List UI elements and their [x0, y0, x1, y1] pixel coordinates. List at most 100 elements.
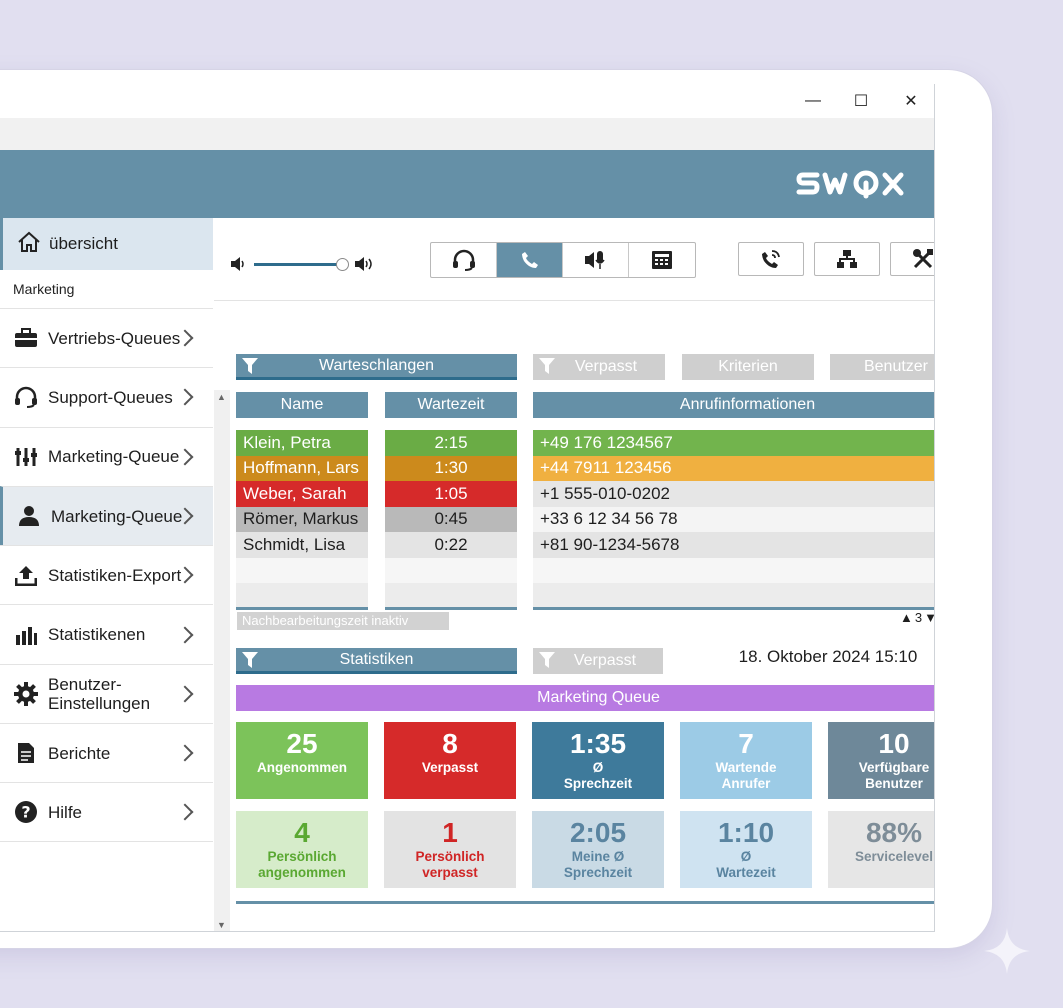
stat-value: 8: [442, 728, 458, 759]
stats-bottom-divider: [236, 901, 934, 904]
user-icon: [17, 504, 41, 528]
sidebar-item-label: Marketing-Queue: [51, 506, 183, 526]
stat-tile: 1 Persönlich verpasst: [384, 811, 516, 888]
headset-button[interactable]: [431, 243, 497, 277]
page-down-icon[interactable]: ▼: [924, 610, 934, 625]
chevron-right-icon: [176, 803, 194, 821]
scroll-down-icon[interactable]: ▼: [217, 920, 226, 930]
mute-button[interactable]: [563, 243, 629, 277]
tab-verpasst[interactable]: Verpasst: [533, 354, 665, 380]
gear-icon: [14, 681, 38, 706]
stat-caption: Meine Ø Sprechzeit: [563, 849, 633, 880]
stat-tile: 25 Angenommen: [236, 722, 368, 799]
stat-tile: 8 Verpasst: [384, 722, 516, 799]
sidebar-item-vertriebs-queues[interactable]: Vertriebs-Queues: [0, 308, 213, 367]
help-icon: ?: [14, 800, 38, 824]
sidebar-item-marketing-queue-2[interactable]: Marketing-Queue: [0, 485, 213, 546]
queues-panel-header[interactable]: Warteschlangen: [236, 354, 517, 380]
pager-count: 3: [914, 610, 923, 625]
call-info-cell[interactable]: +81 90-1234-5678: [533, 532, 934, 558]
call-info-cell[interactable]: +44 7911 123456: [533, 455, 934, 481]
minimize-button[interactable]: —: [805, 92, 821, 109]
filter-icon: [539, 358, 555, 374]
sidebar-item-berichte[interactable]: Berichte: [0, 723, 213, 782]
maximize-button[interactable]: ☐: [853, 93, 869, 110]
stat-value: 4: [294, 817, 310, 848]
sidebar-item-overview[interactable]: übersicht: [0, 218, 213, 270]
bar-chart-icon: [14, 623, 38, 647]
tab-kriterien[interactable]: Kriterien: [682, 354, 814, 380]
tab-label: Verpasst: [574, 358, 638, 375]
stat-tile: 2:05 Meine Ø Sprechzeit: [532, 811, 664, 888]
wait-time-cell[interactable]: 0:22: [385, 532, 517, 558]
column-header-anrufinformationen[interactable]: Anrufinformationen: [533, 392, 934, 418]
stat-tile: 1:10 Ø Wartezeit: [680, 811, 812, 888]
menu-strip: [0, 118, 934, 150]
toolbar-divider: [214, 300, 934, 301]
wait-time-cell[interactable]: 1:05: [385, 481, 517, 507]
phone-button[interactable]: [497, 243, 563, 277]
sidebar-item-label: Berichte: [48, 743, 111, 763]
tab-label: Kriterien: [718, 358, 778, 375]
speaker-low-icon: [231, 257, 244, 271]
scroll-up-icon[interactable]: ▲: [217, 392, 226, 402]
tools-icon: [913, 249, 933, 269]
pager: ▲ 3 ▼: [900, 610, 934, 625]
stat-caption: Ø Wartezeit: [716, 849, 776, 880]
call-info-cell[interactable]: +33 6 12 34 56 78: [533, 506, 934, 532]
wait-column: 2:15 1:30 1:05 0:45 0:22: [385, 430, 517, 610]
volume-slider-handle[interactable]: [336, 258, 349, 271]
sidebar-item-label: Marketing-Queue: [48, 447, 180, 467]
name-column: Klein, Petra Hoffmann, Lars Weber, Sarah Rö…: [236, 430, 368, 610]
sidebar-item-label: Statistiken-Export: [48, 565, 182, 585]
column-header-name[interactable]: Name: [236, 392, 368, 418]
stat-caption: Ø Sprechzeit: [563, 760, 633, 791]
caller-name-cell[interactable]: Klein, Petra: [236, 430, 368, 456]
briefcase-icon: [14, 326, 38, 350]
stat-caption: Wartende Anrufer: [715, 760, 777, 791]
sidebar: übersicht Marketing Vertriebs-Queues Sup…: [0, 218, 213, 931]
call-info-cell[interactable]: +49 176 1234567: [533, 430, 934, 456]
sidebar-item-hilfe[interactable]: ? Hilfe: [0, 782, 213, 842]
panel-title: Statistiken: [339, 650, 414, 668]
scrollbar[interactable]: ▲ ▼: [214, 390, 230, 931]
sidebar-item-support-queues[interactable]: Support-Queues: [0, 367, 213, 426]
sidebar-item-statistikenen[interactable]: Statistikenen: [0, 604, 213, 663]
app-header: [0, 150, 934, 218]
hierarchy-button[interactable]: [814, 242, 880, 276]
caller-name-cell[interactable]: Weber, Sarah: [236, 481, 368, 507]
volume-slider-track[interactable]: [254, 263, 344, 266]
sidebar-item-label: Vertriebs-Queues: [48, 328, 181, 348]
column-header-wartezeit[interactable]: Wartezeit: [385, 392, 517, 418]
empty-row: [385, 583, 517, 609]
tab-label: Benutzer: [863, 358, 929, 375]
close-button[interactable]: ✕: [904, 93, 918, 110]
wait-time-cell[interactable]: 2:15: [385, 430, 517, 456]
caller-name-cell[interactable]: Römer, Markus: [236, 506, 368, 532]
tools-button[interactable]: [890, 242, 934, 276]
sidebar-item-marketing-queue-1[interactable]: Marketing-Queue: [0, 426, 213, 486]
wait-time-cell[interactable]: 1:30: [385, 455, 517, 481]
wait-time-cell[interactable]: 0:45: [385, 506, 517, 532]
tab-benutzer[interactable]: Benutzer: [830, 354, 934, 380]
empty-row: [533, 557, 934, 583]
caller-name-cell[interactable]: Schmidt, Lisa: [236, 532, 368, 558]
sidebar-item-label: Statistikenen: [48, 625, 146, 645]
sidebar-item-statistiken-export[interactable]: Statistiken-Export: [0, 545, 213, 604]
keypad-icon: [652, 251, 672, 269]
call-transfer-button[interactable]: [738, 242, 804, 276]
sidebar-item-benutzer-einstellungen[interactable]: Benutzer-Einstellungen: [0, 663, 213, 723]
mute-icon: [584, 251, 605, 269]
chevron-right-icon: [176, 685, 194, 703]
page-up-icon[interactable]: ▲: [900, 610, 913, 625]
call-actions: [738, 242, 934, 278]
keypad-button[interactable]: [629, 243, 695, 277]
swyx-logo-graphic: [796, 170, 904, 199]
sparkle-icon: [984, 928, 1030, 974]
phone-icon: [521, 252, 538, 268]
call-info-cell[interactable]: +1 555-010-0202: [533, 481, 934, 507]
stats-tab-verpasst[interactable]: Verpasst: [533, 648, 663, 674]
stats-panel-header[interactable]: Statistiken: [236, 648, 517, 674]
title-bar: — ☐ ✕: [0, 84, 934, 118]
caller-name-cell[interactable]: Hoffmann, Lars: [236, 455, 368, 481]
